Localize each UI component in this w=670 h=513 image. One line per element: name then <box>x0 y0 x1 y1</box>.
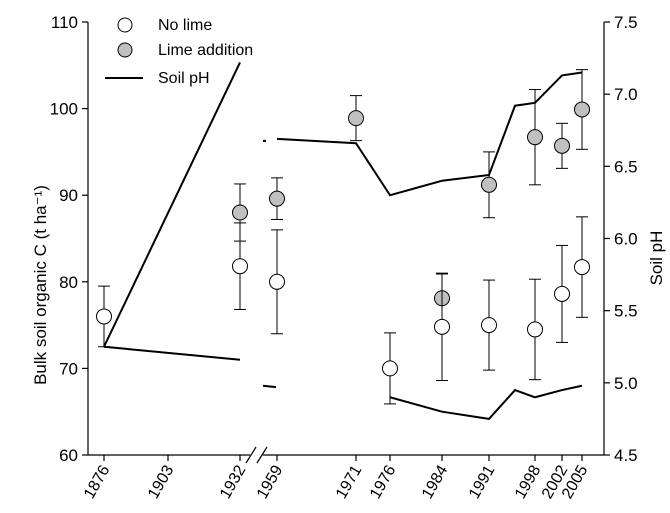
y2-tick-label: 5.5 <box>614 302 638 321</box>
y-tick-label: 80 <box>59 273 78 292</box>
y2-tick-label: 5.0 <box>614 374 638 393</box>
x-tick-label: 1976 <box>367 462 400 501</box>
lime-addition-point <box>232 204 248 221</box>
y2-tick-label: 6.0 <box>614 230 638 249</box>
x-tick-label: 1876 <box>81 462 114 501</box>
y-axis-title: Bulk soil organic C (t ha⁻¹) <box>31 185 50 385</box>
x-tick-label: 1903 <box>145 462 178 501</box>
no-lime-point <box>232 258 248 275</box>
no-lime-point <box>554 285 570 302</box>
no-lime-point <box>481 317 497 334</box>
legend-label-soil-ph: Soil pH <box>158 70 210 87</box>
legend-label-lime-addition: Lime addition <box>158 42 253 59</box>
legend-label-no-lime: No lime <box>158 17 212 34</box>
lime-addition-point <box>574 101 590 118</box>
y2-axis-title: Soil pH <box>647 231 666 286</box>
no-lime-point <box>269 273 285 290</box>
x-tick-label: 1932 <box>217 462 250 501</box>
soil-ph-line-segment <box>103 345 241 361</box>
soil-ph-line-segment <box>103 61 241 348</box>
soil-ph-break-dash <box>262 384 277 389</box>
x-tick-label: 1991 <box>466 462 499 501</box>
lime-addition-point <box>554 137 570 154</box>
lime-addition-point <box>527 129 543 146</box>
y2-tick-label: 6.5 <box>614 157 638 176</box>
lime-addition-point <box>348 110 364 127</box>
axis-break-mark <box>245 446 257 464</box>
legend: No lime Lime addition Soil pH <box>105 17 253 87</box>
x-tick-label: 1971 <box>333 462 366 501</box>
soil-ph-line-segment <box>389 384 583 420</box>
x-tick-label: 1984 <box>419 462 452 501</box>
x-tick-label: 1998 <box>512 462 545 501</box>
legend-marker-lime-addition <box>117 42 133 58</box>
y-tick-label: 70 <box>59 359 78 378</box>
y2-tick-label: 7.5 <box>614 13 638 32</box>
no-lime-point <box>96 308 112 325</box>
y-tick-label: 90 <box>59 186 78 205</box>
lime-addition-point <box>481 176 497 193</box>
y-tick-label: 110 <box>51 13 78 32</box>
series-layer <box>96 61 590 420</box>
axis-break-mark <box>256 446 268 464</box>
no-lime-point <box>527 321 543 338</box>
axes-layer: 60 70 80 90 100 110 4.5 5.0 5.5 6.0 6.5 7.0 7.5 1876 1… <box>50 13 638 502</box>
no-lime-point <box>382 360 398 377</box>
legend-marker-no-lime <box>117 17 133 33</box>
y2-tick-label: 7.0 <box>614 85 638 104</box>
x-tick-label: 1959 <box>254 462 287 501</box>
y-tick-label: 100 <box>50 100 78 119</box>
no-lime-point <box>434 318 450 335</box>
lime-addition-point <box>269 190 285 207</box>
y-tick-label: 60 <box>59 446 78 465</box>
y2-tick-label: 4.5 <box>614 446 638 465</box>
no-lime-point <box>574 259 590 276</box>
